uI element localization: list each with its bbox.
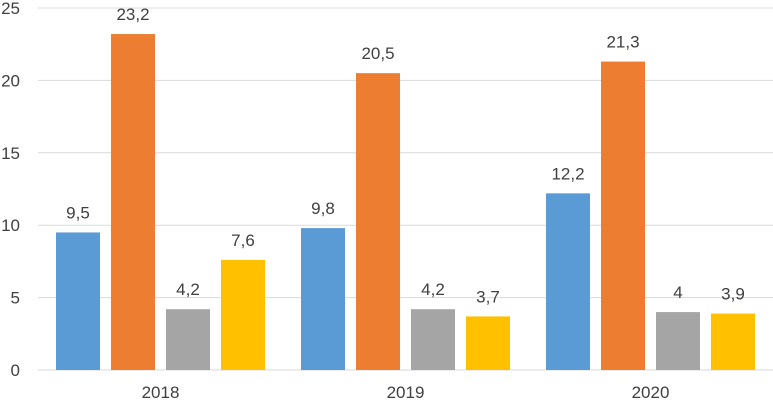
x-category-label: 2020 bbox=[632, 383, 670, 402]
bar bbox=[221, 259, 265, 370]
bar bbox=[356, 73, 400, 370]
bar bbox=[656, 312, 700, 370]
gridlines bbox=[38, 7, 773, 371]
bar bbox=[166, 309, 210, 370]
y-tick-label: 15 bbox=[1, 144, 20, 163]
bars bbox=[56, 34, 755, 371]
bar-value-label: 4,2 bbox=[421, 280, 445, 299]
bar-value-label: 21,3 bbox=[606, 33, 639, 52]
bar-value-label: 7,6 bbox=[231, 231, 255, 250]
bar-value-label: 4,2 bbox=[176, 280, 200, 299]
bar bbox=[411, 309, 455, 370]
y-tick-label: 0 bbox=[11, 361, 20, 380]
bar-value-label: 3,9 bbox=[721, 285, 745, 304]
bar-value-label: 9,8 bbox=[311, 199, 335, 218]
bar bbox=[56, 232, 100, 370]
x-axis-categories: 2018 2019 2020 bbox=[142, 383, 670, 402]
bar bbox=[466, 316, 510, 370]
y-tick-label: 10 bbox=[1, 216, 20, 235]
bar-value-label: 9,5 bbox=[66, 203, 90, 222]
x-category-label: 2019 bbox=[387, 383, 425, 402]
bar bbox=[546, 193, 590, 370]
y-tick-label: 25 bbox=[1, 0, 20, 18]
bar-value-label: 3,7 bbox=[476, 287, 500, 306]
x-category-label: 2018 bbox=[142, 383, 180, 402]
bar-value-label: 4 bbox=[673, 283, 682, 302]
bar bbox=[601, 61, 645, 371]
bar-value-label: 12,2 bbox=[551, 164, 584, 183]
y-tick-label: 5 bbox=[11, 289, 20, 308]
bar bbox=[111, 34, 155, 371]
y-axis-ticks: 0 5 10 15 20 25 bbox=[1, 0, 20, 380]
bar bbox=[301, 228, 345, 370]
bar bbox=[711, 313, 755, 370]
bar-value-label: 23,2 bbox=[116, 5, 149, 24]
bar-value-label: 20,5 bbox=[361, 44, 394, 63]
y-tick-label: 20 bbox=[1, 71, 20, 90]
data-labels: 9,5 23,2 4,2 7,6 9,8 20,5 4,2 3,7 12,2 21,3 4 3,9 bbox=[66, 5, 745, 306]
